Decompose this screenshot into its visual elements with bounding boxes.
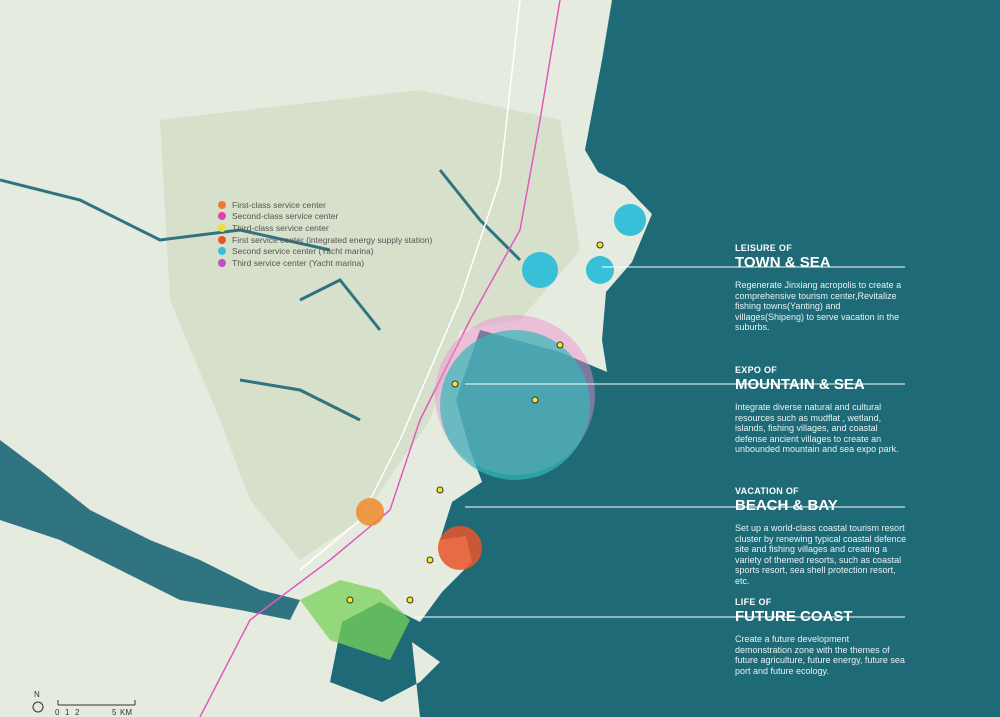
scale-label: 5: [112, 708, 117, 717]
legend-label: Second service center (Yacht marina): [232, 246, 374, 257]
terrain: [160, 90, 580, 560]
callout: LEISURE OF TOWN & SEA Regenerate Jinxiang …: [735, 243, 907, 333]
legend-item: Third-class service center: [218, 222, 432, 234]
legend-label: Third-class service center: [232, 222, 329, 233]
node-group: [346, 241, 604, 604]
callout-text: Create a future development demonstratio…: [735, 634, 905, 676]
callout-title: TOWN & SEA: [735, 254, 831, 271]
callout-text: Regenerate Jinxiang acropolis to create …: [735, 280, 902, 332]
beach-zone: [438, 526, 482, 570]
callout-kicker: LIFE OF: [735, 597, 772, 607]
callout-title: FUTURE COAST: [735, 608, 853, 625]
scale-bar: [32, 700, 136, 713]
legend-swatch: [218, 200, 226, 209]
legend-swatch: [218, 235, 226, 244]
legend-item: Second-class service center: [218, 211, 432, 223]
callout-kicker: EXPO OF: [735, 365, 778, 375]
legend-label: Third service center (Yacht marina): [232, 257, 365, 268]
callout: EXPO OF MOUNTAIN & SEA Integrate diverse n…: [735, 365, 907, 455]
expo-sea-zone: [440, 330, 590, 480]
road: [299, 0, 521, 571]
coast-zone: [300, 580, 410, 660]
scale-label: 2: [75, 708, 80, 717]
legend-label: Second-class service center: [232, 211, 339, 222]
callout-text: Integrate diverse natural and cultural r…: [735, 402, 899, 454]
beach-zone: [356, 498, 384, 526]
legend-swatch: [218, 212, 226, 221]
callout-kicker: VACATION OF: [735, 486, 799, 496]
legend-swatch: [218, 258, 226, 267]
town-zone: [614, 204, 646, 236]
north-label: N: [34, 690, 40, 699]
town-zone: [586, 256, 614, 284]
legend-label: First-class service center: [232, 199, 326, 210]
scale-unit: KM: [120, 708, 132, 717]
legend-item: Third service center (Yacht marina): [218, 257, 432, 269]
legend-item: First service center (integrated energy …: [218, 234, 432, 246]
legend-swatch: [218, 223, 226, 232]
legend-label: First service center (integrated energy …: [232, 234, 433, 245]
callout-title: BEACH & BAY: [735, 497, 838, 514]
callout-lines: [415, 266, 905, 618]
scale-label: 0: [55, 708, 60, 717]
callout-title: MOUNTAIN & SEA: [735, 376, 865, 393]
callout: LIFE OF FUTURE COAST Create a future devel…: [735, 597, 907, 676]
town-zone: [522, 252, 558, 288]
inland-water: [0, 440, 300, 620]
river: [0, 169, 522, 422]
legend-item: First-class service center: [218, 199, 432, 211]
callout-kicker: LEISURE OF: [735, 243, 793, 253]
legend: First-class service center Second-class s…: [218, 199, 432, 269]
scale-label: 1: [65, 708, 70, 717]
legend-swatch: [218, 247, 226, 256]
callout-text: Set up a world-class coastal tourism res…: [735, 523, 907, 586]
legend-item: Second service center (Yacht marina): [218, 245, 432, 257]
road: [199, 0, 561, 717]
callout: VACATION OF BEACH & BAY Set up a world-cla…: [735, 486, 907, 586]
